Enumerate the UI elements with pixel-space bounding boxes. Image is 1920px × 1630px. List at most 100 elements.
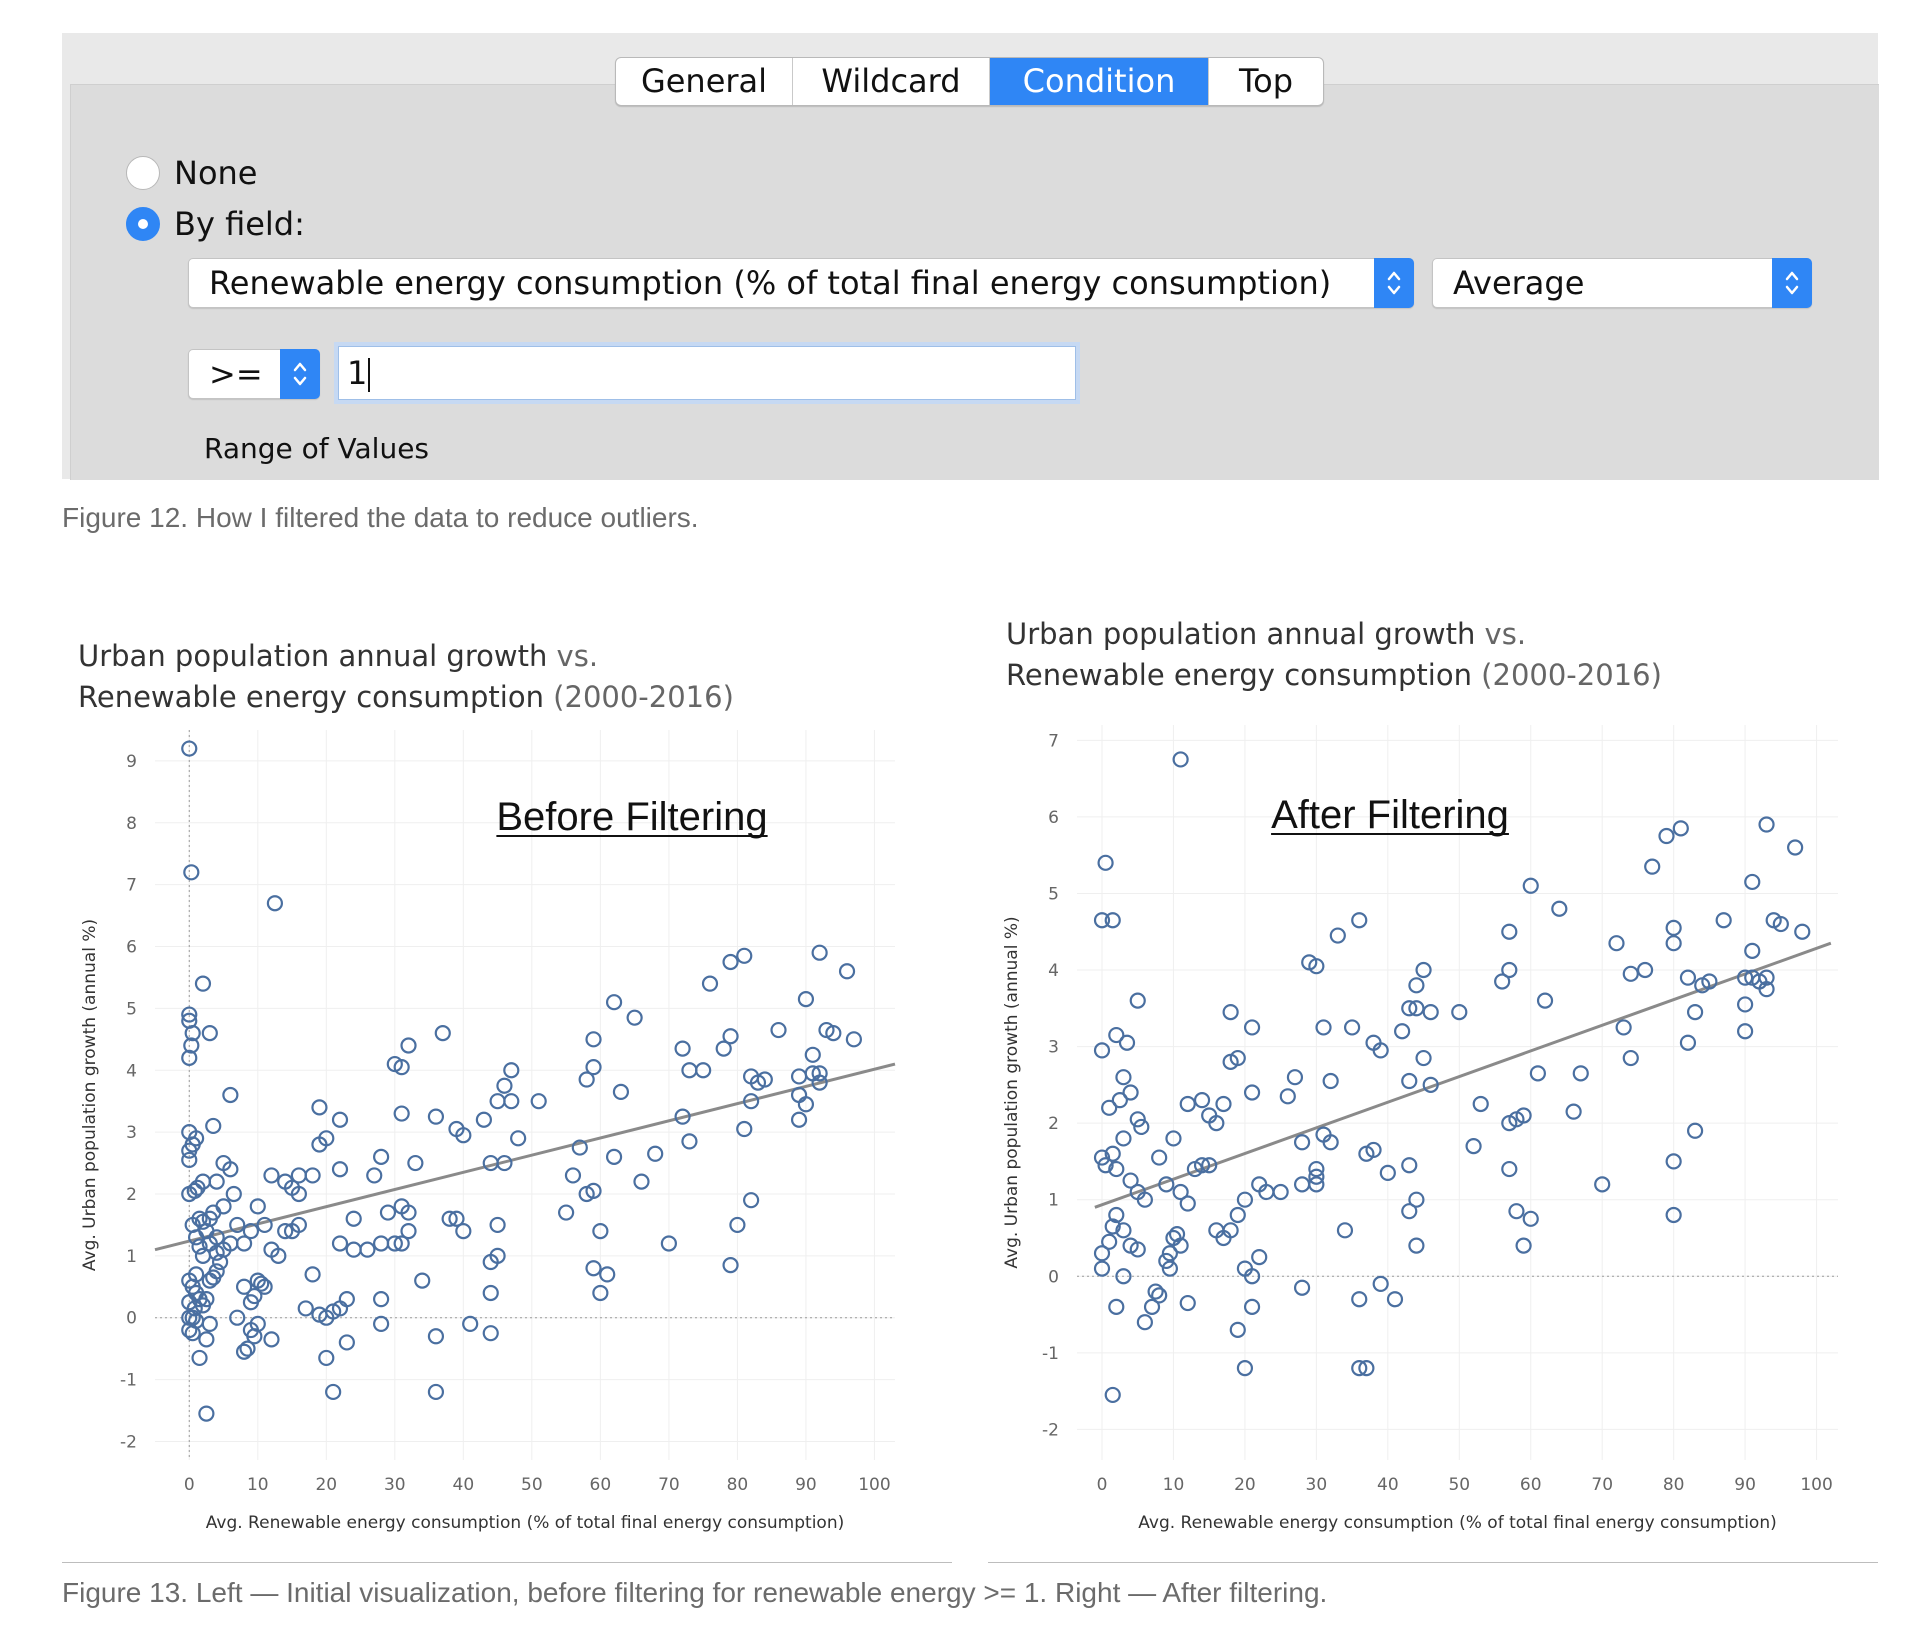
data-point <box>1608 935 1625 952</box>
tab-wildcard[interactable]: Wildcard <box>793 58 990 105</box>
data-point <box>181 1049 198 1066</box>
data-point <box>263 1167 280 1184</box>
data-point <box>379 1204 397 1221</box>
x-tick-label: 90 <box>1734 1475 1756 1495</box>
data-point <box>208 1263 225 1280</box>
data-point <box>1422 1076 1439 1093</box>
left-title-line1: Urban population annual growth <box>78 639 548 673</box>
data-point <box>571 1139 588 1156</box>
data-point <box>345 1210 362 1227</box>
aggregation-select[interactable]: Average <box>1432 258 1812 308</box>
data-point <box>503 1093 520 1110</box>
data-point <box>1401 1000 1418 1017</box>
radio-by-field-label: By field: <box>174 205 305 243</box>
data-point <box>1236 1191 1254 1208</box>
tab-top[interactable]: Top <box>1239 62 1293 100</box>
data-point <box>1143 1298 1161 1315</box>
data-point <box>242 1223 260 1240</box>
data-point <box>1133 1118 1150 1136</box>
field-select[interactable]: Renewable energy consumption (% of total… <box>188 258 1414 308</box>
data-point <box>400 1204 417 1221</box>
data-point <box>1494 973 1511 990</box>
data-point <box>373 1235 390 1252</box>
radio-none[interactable] <box>126 156 160 190</box>
data-point <box>1179 1294 1196 1312</box>
tab-condition[interactable]: Condition <box>990 58 1209 105</box>
data-point <box>1136 1191 1153 1208</box>
y-axis-title: Avg. Urban population growth (annual %) <box>1002 916 1022 1268</box>
data-point <box>790 1086 808 1104</box>
x-tick-label: 30 <box>384 1475 406 1495</box>
operator-select[interactable]: >= <box>188 349 320 399</box>
radio-none-row[interactable]: None <box>126 154 257 192</box>
radio-by-field[interactable] <box>126 207 160 241</box>
data-point <box>1408 977 1425 994</box>
data-point <box>599 1266 616 1283</box>
y-tick-label: 7 <box>126 876 137 896</box>
x-tick-label: 100 <box>1800 1475 1832 1495</box>
data-point <box>1622 965 1639 982</box>
data-point <box>229 1216 246 1234</box>
data-point <box>585 1059 602 1076</box>
data-point <box>1408 1000 1425 1017</box>
data-point <box>1151 1287 1168 1304</box>
data-point <box>235 1343 253 1360</box>
data-point <box>756 1071 773 1088</box>
x-tick-label: 10 <box>247 1475 269 1495</box>
data-point <box>186 1182 203 1199</box>
data-point <box>1108 1160 1125 1178</box>
x-tick-label: 80 <box>727 1475 749 1495</box>
data-point <box>1522 877 1539 894</box>
data-point <box>201 1315 218 1332</box>
condition-value-input[interactable]: 1 <box>338 346 1076 400</box>
operator-select-value: >= <box>209 355 263 393</box>
y-tick-label: 4 <box>1048 961 1059 981</box>
data-point <box>414 1272 431 1289</box>
data-point <box>222 1086 239 1104</box>
data-point <box>1104 1218 1121 1235</box>
x-tick-label: 20 <box>315 1475 337 1495</box>
data-point <box>338 1291 355 1308</box>
tab-general[interactable]: General <box>616 58 793 105</box>
x-tick-label: 70 <box>658 1475 680 1495</box>
data-point <box>811 1074 828 1091</box>
data-point <box>1165 1130 1182 1147</box>
data-point <box>1293 1176 1311 1193</box>
data-point <box>246 1287 263 1305</box>
data-point <box>1172 1183 1189 1201</box>
data-point <box>695 1062 712 1079</box>
data-point <box>1415 961 1432 979</box>
data-point <box>1108 1206 1125 1224</box>
data-point <box>1737 1023 1754 1040</box>
data-point <box>1243 1019 1261 1036</box>
data-point <box>722 1028 739 1045</box>
data-point <box>1501 961 1518 979</box>
data-point <box>729 1216 746 1234</box>
data-point <box>1279 1088 1296 1105</box>
data-point <box>1679 1034 1697 1051</box>
radio-by-field-row[interactable]: By field: <box>126 205 305 243</box>
data-point <box>1358 1360 1375 1377</box>
data-point <box>736 1120 753 1138</box>
data-point <box>1615 1019 1632 1036</box>
right-title-years: (2000-2016) <box>1471 658 1662 692</box>
data-point <box>331 1161 349 1178</box>
x-tick-label: 90 <box>795 1475 817 1495</box>
y-tick-label: 8 <box>126 814 137 834</box>
x-tick-label: 70 <box>1591 1475 1613 1495</box>
before-filtering-scatter-chart: 0 10 20 30 40 50 60 70 80 90 100 -2 -1 0 1 2 3 4 5 6 7 8 9 Avg.… <box>80 730 896 1533</box>
data-point <box>1115 1130 1132 1147</box>
data-point <box>1104 1386 1121 1404</box>
data-point <box>215 1198 232 1215</box>
data-point <box>455 1127 472 1144</box>
data-point <box>482 1325 499 1342</box>
y-axis-title: Avg. Urban population growth (annual %) <box>80 919 100 1271</box>
data-point <box>1104 912 1121 929</box>
data-point <box>277 1223 294 1240</box>
data-point <box>1351 1360 1368 1377</box>
data-point <box>222 1161 239 1178</box>
y-tick-label: 3 <box>1048 1038 1059 1058</box>
data-point <box>743 1093 760 1110</box>
data-point <box>1111 1092 1128 1109</box>
data-point <box>1572 1065 1589 1082</box>
